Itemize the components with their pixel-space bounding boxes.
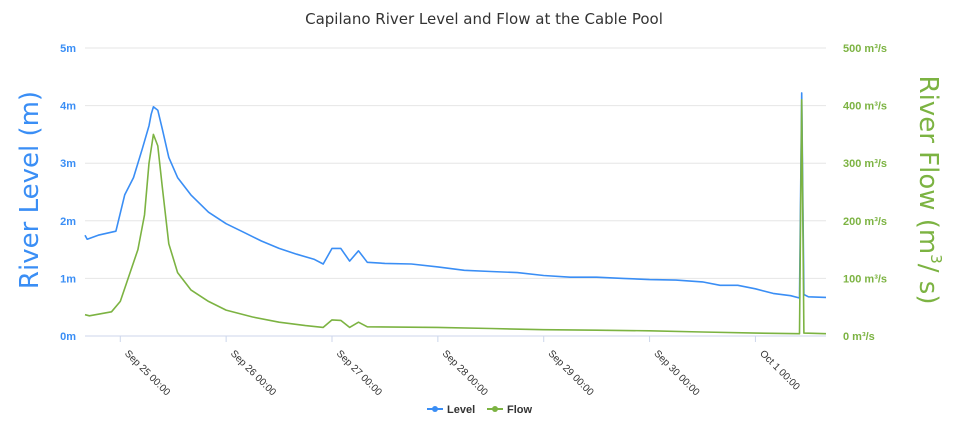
y-left-tick-label: 1m	[60, 273, 76, 285]
y-axis-left-ticks: 0m 1m 2m 3m 4m 5m	[60, 43, 76, 343]
y-right-tick-label: 200 m³/s	[843, 216, 887, 228]
y-right-tick-label: 100 m³/s	[843, 273, 887, 285]
x-tick-label: Sep 27 00:00	[334, 348, 384, 398]
y-right-tick-label: 500 m³/s	[843, 43, 887, 55]
gridlines	[85, 47, 826, 279]
y-left-tick-label: 2m	[60, 216, 76, 228]
y-axis-right-title-main: River Flow (m	[913, 76, 943, 255]
legend-item-flow[interactable]: Flow	[487, 404, 532, 416]
x-tick-label: Sep 30 00:00	[651, 348, 701, 398]
legend-flow-label: Flow	[507, 404, 532, 416]
y-axis-right-title-sup: 3	[927, 254, 945, 264]
y-left-tick-label: 5m	[60, 43, 76, 55]
x-tick-label: Sep 28 00:00	[440, 348, 490, 398]
series-line-flow[interactable]	[84, 99, 827, 335]
legend[interactable]: Level Flow	[427, 404, 532, 416]
chart-title: Capilano River Level and Flow at the Cab…	[305, 10, 663, 28]
y-axis-right-title: River Flow (m3/ s)	[913, 76, 945, 305]
legend-level-marker	[432, 406, 438, 412]
legend-item-level[interactable]: Level	[427, 404, 475, 416]
y-axis-left-title: River Level (m)	[15, 91, 45, 289]
y-left-tick-label: 4m	[60, 101, 76, 113]
y-right-tick-label: 400 m³/s	[843, 101, 887, 113]
x-axis-ticks: Sep 25 00:00 Sep 26 00:00 Sep 27 00:00 Sep …	[119, 336, 802, 399]
legend-flow-marker	[492, 406, 498, 412]
y-left-tick-label: 0m	[60, 331, 76, 343]
x-tick-label: Sep 26 00:00	[228, 348, 278, 398]
x-tick-label: Sep 25 00:00	[122, 348, 172, 398]
x-tick-label: Sep 29 00:00	[546, 348, 596, 398]
y-axis-right-ticks: 0 m³/s 100 m³/s 200 m³/s 300 m³/s 400 m³/s 50…	[843, 43, 887, 343]
x-tick-label: Oct 1 00:00	[757, 348, 802, 393]
y-right-tick-label: 300 m³/s	[843, 158, 887, 170]
legend-level-label: Level	[447, 404, 475, 416]
y-axis-right-title-end: / s)	[913, 264, 943, 305]
y-left-tick-label: 3m	[60, 158, 76, 170]
series-group	[84, 92, 827, 335]
series-line-level[interactable]	[84, 92, 827, 299]
y-right-tick-label: 0 m³/s	[843, 331, 875, 343]
